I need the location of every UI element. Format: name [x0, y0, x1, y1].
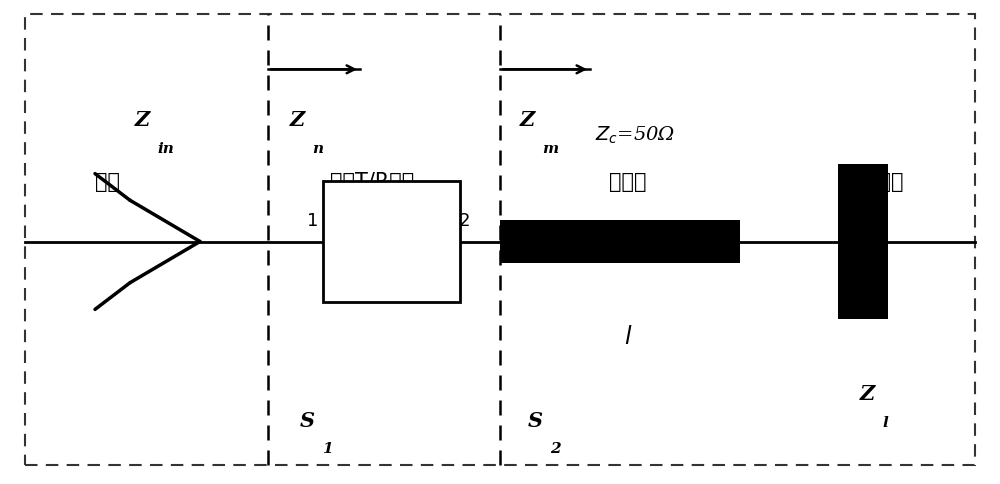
- Bar: [323, 182, 460, 302]
- Text: Z: Z: [135, 110, 150, 130]
- Text: Z: Z: [520, 110, 535, 130]
- Text: l: l: [882, 415, 888, 429]
- Text: 宿频带负载: 宿频带负载: [841, 171, 903, 192]
- Text: n: n: [312, 141, 323, 155]
- Text: $l$: $l$: [624, 324, 632, 348]
- Text: 同轴线: 同轴线: [609, 171, 647, 192]
- Bar: [500, 220, 740, 264]
- Text: $Z_c$=50Ω: $Z_c$=50Ω: [595, 125, 675, 146]
- Bar: [838, 165, 888, 319]
- Text: in: in: [157, 141, 174, 155]
- Text: 1: 1: [307, 211, 319, 229]
- Text: S: S: [300, 410, 315, 430]
- Text: 1: 1: [322, 441, 333, 455]
- Text: 2: 2: [458, 211, 470, 229]
- Text: m: m: [542, 141, 558, 155]
- Text: 2: 2: [550, 441, 561, 455]
- Text: Z: Z: [290, 110, 305, 130]
- Text: Z: Z: [860, 383, 875, 403]
- Text: 四维T/R组件: 四维T/R组件: [330, 171, 414, 192]
- Text: 天线: 天线: [96, 171, 120, 192]
- Text: S: S: [528, 410, 543, 430]
